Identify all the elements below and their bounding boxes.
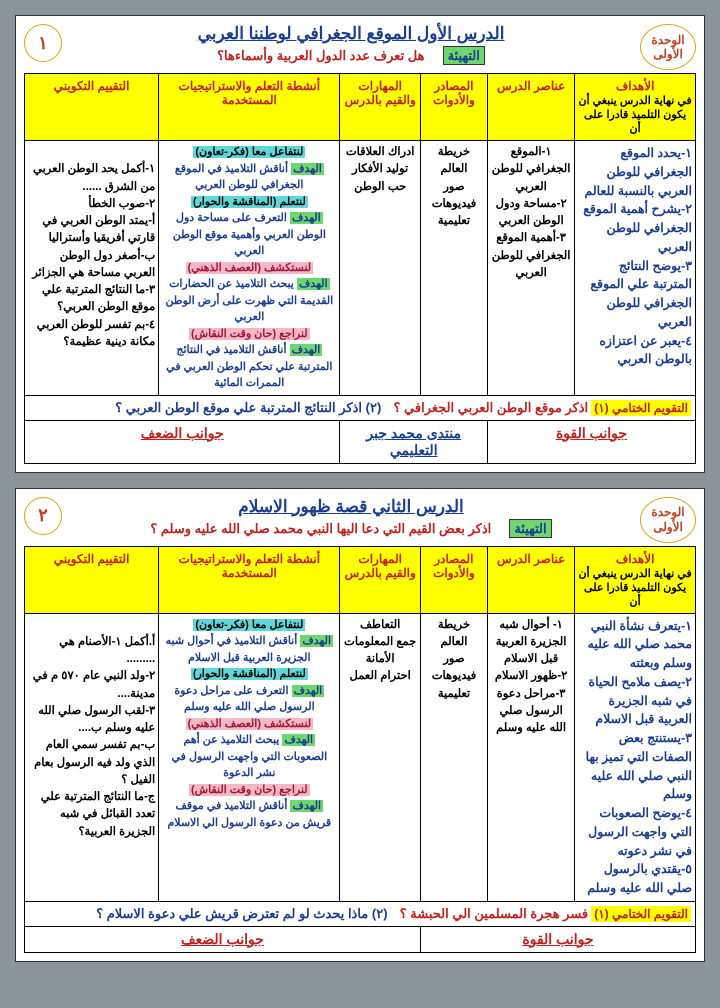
lesson-number: ٢ — [24, 497, 62, 535]
prep-label: التهيئة — [443, 46, 485, 65]
eval-cell: أ.أكمل ١-الأصنام هي ......... ٢-ولد النب… — [25, 613, 159, 901]
final-eval-row: التقويم الختامي (١) فسر هجرة المسلمين ال… — [25, 901, 696, 926]
final-eval-cell: التقويم الختامي (١) فسر هجرة المسلمين ال… — [25, 901, 696, 926]
strength-cell: جوانب القوة — [420, 926, 695, 952]
unit-badge: الوحدة الأولى — [640, 497, 696, 543]
final-eval-cell: التقويم الختامي (١) اذكر موقع الوطن العر… — [25, 395, 696, 420]
col-goals: الأهداف في نهاية الدرس ينبغي أن يكون الت… — [575, 546, 696, 613]
skills-cell: التعاطف جمع المعلومات الأمانة احترام الع… — [340, 613, 421, 901]
strength-cell: جوانب القوة — [488, 420, 696, 463]
unit-line1: الوحدة — [651, 33, 684, 47]
goals-cell: ١-يحدد الموقع الجغرافي للوطن العربي بالن… — [575, 141, 696, 396]
forum-cell: منتدى محمد جبر التعليمي — [340, 420, 488, 463]
header-row: الأهداف في نهاية الدرس ينبغي أن يكون الت… — [25, 74, 696, 141]
final-eval-row: التقويم الختامي (١) اذكر موقع الوطن العر… — [25, 395, 696, 420]
elements-cell: ١- أحوال شبه الجزيرة العربية قبل الاسلام… — [488, 613, 575, 901]
content-row: ١-يحدد الموقع الجغرافي للوطن العربي بالن… — [25, 141, 696, 396]
header-row: الوحدة الأولى الدرس الثاني قصة ظهور الاس… — [24, 497, 696, 543]
header-mid: الدرس الأول الموقع الجغرافي لوطننا العرب… — [62, 24, 640, 70]
col-activities: أنشطة التعلم والاستراتيجيات المستخدمة — [159, 546, 340, 613]
prep-label: التهيئة — [509, 519, 551, 538]
prep-question: هل تعرف عدد الدول العربية وأسماءها؟ — [217, 48, 424, 63]
unit-line2: الأولى — [653, 520, 683, 534]
col-skills: المهارات والقيم بالدرس — [340, 546, 421, 613]
lesson-page-1: الوحدة الأولى الدرس الأول الموقع الجغراف… — [15, 15, 705, 473]
sources-cell: خريطة العالم صور فيديوهات تعليمية — [420, 613, 487, 901]
col-sources: المصادر والأدوات — [420, 546, 487, 613]
aspects-row: جوانب القوة جوانب الضعف — [25, 926, 696, 952]
final-label: التقويم الختامي (١) — [591, 400, 691, 416]
aspects-row: جوانب القوة منتدى محمد جبر التعليمي جوان… — [25, 420, 696, 463]
lesson-title: الدرس الأول الموقع الجغرافي لوطننا العرب… — [67, 24, 635, 44]
unit-line1: الوحدة — [651, 505, 684, 519]
weak-cell: جوانب الضعف — [25, 926, 421, 952]
header-mid: الدرس الثاني قصة ظهور الاسلام التهيئة اذ… — [62, 497, 640, 543]
col-eval: التقييم التكويني — [25, 74, 159, 141]
prep-line: التهيئة هل تعرف عدد الدول العربية وأسماء… — [67, 48, 635, 64]
col-eval: التقييم التكويني — [25, 546, 159, 613]
lesson-title: الدرس الثاني قصة ظهور الاسلام — [67, 497, 635, 517]
goals-cell: ١-يتعرف نشأة النبي محمد صلي الله عليه وس… — [575, 613, 696, 901]
header-row: الأهداف في نهاية الدرس ينبغي أن يكون الت… — [25, 546, 696, 613]
eval-cell: ١-أكمل يحد الوطن العربي من الشرق ...... … — [25, 141, 159, 396]
weak-cell: جوانب الضعف — [25, 420, 340, 463]
content-row: ١-يتعرف نشأة النبي محمد صلي الله عليه وس… — [25, 613, 696, 901]
unit-line2: الأولى — [653, 47, 683, 61]
lesson-table: الأهداف في نهاية الدرس ينبغي أن يكون الت… — [24, 73, 696, 464]
lesson-number: ١ — [24, 24, 62, 62]
lesson-table: الأهداف في نهاية الدرس ينبغي أن يكون الت… — [24, 546, 696, 953]
activities-cell: لنتفاعل معا (فكر-تعاون) الهدف أناقش التل… — [159, 613, 340, 901]
unit-badge: الوحدة الأولى — [640, 24, 696, 70]
col-sources: المصادر والأدوات — [420, 74, 487, 141]
prep-line: التهيئة اذكر بعض القيم التي دعا اليها ال… — [67, 521, 635, 537]
col-skills: المهارات والقيم بالدرس — [340, 74, 421, 141]
col-goals: الأهداف في نهاية الدرس ينبغي أن يكون الت… — [575, 74, 696, 141]
activities-cell: لنتفاعل معا (فكر-تعاون) الهدف أناقش التل… — [159, 141, 340, 396]
elements-cell: ١-الموقع الجغرافي للوطن العربي ٢-مساحة و… — [488, 141, 575, 396]
header-row: الوحدة الأولى الدرس الأول الموقع الجغراف… — [24, 24, 696, 70]
col-elements: عناصر الدرس — [488, 546, 575, 613]
skills-cell: ادراك العلاقات توليد الأفكار حب الوطن — [340, 141, 421, 396]
prep-question: اذكر بعض القيم التي دعا اليها النبي محمد… — [150, 521, 491, 536]
lesson-page-2: الوحدة الأولى الدرس الثاني قصة ظهور الاس… — [15, 488, 705, 962]
col-elements: عناصر الدرس — [488, 74, 575, 141]
col-activities: أنشطة التعلم والاستراتيجيات المستخدمة — [159, 74, 340, 141]
final-label: التقويم الختامي (١) — [591, 906, 691, 922]
sources-cell: خريطة العالم صور فيديوهات تعليمية — [420, 141, 487, 396]
